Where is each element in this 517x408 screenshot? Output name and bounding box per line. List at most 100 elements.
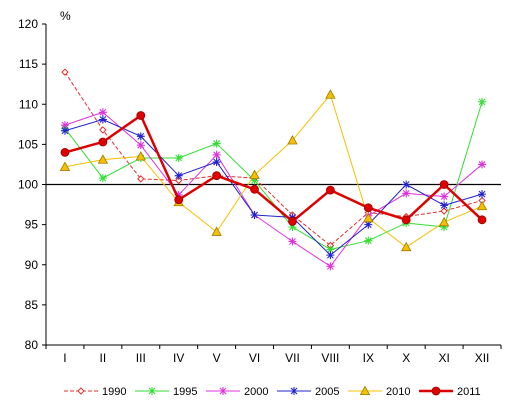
- x-tick-label: VIII: [321, 351, 339, 365]
- series-2000: [60, 108, 487, 271]
- legend: 1990 1995 2000 2005 2010 2011: [64, 385, 481, 398]
- data-point: [401, 241, 412, 252]
- data-point: [98, 137, 108, 147]
- data-point: [148, 387, 156, 395]
- x-tick-label: VI: [249, 351, 260, 365]
- y-tick-label: 120: [18, 17, 38, 31]
- data-point: [326, 245, 335, 254]
- y-tick-label: 110: [19, 97, 38, 111]
- data-point: [175, 176, 183, 185]
- data-point: [212, 150, 221, 159]
- legend-item-2000: 2000: [206, 386, 268, 398]
- x-axis: I II III IV V VI VII VIII IX X XI XII: [45, 344, 502, 365]
- y-tick-label: 85: [25, 298, 39, 312]
- plot-area: [46, 68, 501, 271]
- data-point: [135, 151, 146, 161]
- data-point: [401, 215, 411, 225]
- data-point: [250, 184, 259, 194]
- x-tick-label: VII: [285, 351, 300, 365]
- legend-label: 2010: [386, 386, 410, 398]
- data-point: [60, 121, 69, 130]
- y-tick-label: 80: [25, 338, 39, 352]
- legend-label: 2000: [244, 386, 268, 398]
- data-point: [136, 132, 145, 141]
- data-point: [325, 185, 335, 195]
- data-point: [98, 115, 107, 124]
- data-point: [476, 200, 488, 211]
- data-point: [99, 126, 107, 134]
- y-tick-label: 95: [25, 218, 39, 232]
- data-point: [440, 207, 448, 215]
- data-point: [212, 139, 221, 148]
- series-2010: [59, 89, 488, 252]
- x-tick-label: II: [100, 351, 107, 365]
- x-tick-label: I: [63, 351, 66, 365]
- legend-label: 2005: [315, 386, 339, 398]
- data-point: [478, 160, 487, 169]
- data-point: [431, 386, 441, 396]
- series-line: [64, 71, 483, 246]
- data-point: [174, 195, 184, 205]
- legend-item-2005: 2005: [277, 386, 339, 398]
- legend-label: 2011: [457, 386, 481, 398]
- data-point: [98, 108, 107, 117]
- data-point: [364, 236, 373, 245]
- y-tick-label: 90: [25, 258, 39, 272]
- data-point: [174, 171, 183, 180]
- series-2005: [60, 115, 487, 260]
- data-point: [212, 171, 222, 181]
- data-point: [136, 111, 146, 120]
- data-point: [98, 174, 107, 183]
- series-2011: [60, 111, 487, 226]
- legend-label: 1990: [102, 386, 126, 398]
- data-point: [288, 237, 297, 246]
- series-line: [64, 114, 483, 223]
- data-point: [60, 126, 69, 135]
- data-point: [440, 192, 449, 201]
- legend-item-1990: 1990: [64, 386, 126, 398]
- data-point: [325, 89, 336, 99]
- data-point: [359, 385, 371, 396]
- series-line: [64, 111, 483, 267]
- data-point: [174, 154, 183, 163]
- series-line: [64, 94, 483, 248]
- data-point: [249, 169, 260, 179]
- data-point: [77, 387, 85, 395]
- data-point: [137, 175, 145, 183]
- data-point: [287, 135, 298, 145]
- series-line: [64, 118, 483, 256]
- data-point: [439, 180, 449, 189]
- data-point: [97, 154, 109, 164]
- legend-label: 1995: [173, 386, 197, 398]
- data-point: [364, 220, 373, 229]
- y-tick-label: 100: [18, 178, 38, 192]
- data-point: [402, 189, 411, 198]
- series-1995: [60, 97, 487, 254]
- y-axis-unit-label: %: [60, 9, 71, 23]
- x-tick-label: V: [213, 351, 221, 365]
- data-point: [326, 251, 335, 260]
- data-point: [211, 226, 222, 236]
- legend-item-1995: 1995: [135, 386, 197, 398]
- data-point: [440, 223, 449, 232]
- series-1990: [61, 68, 486, 250]
- data-point: [326, 262, 335, 271]
- data-point: [250, 210, 259, 219]
- x-tick-label: III: [136, 351, 146, 365]
- data-point: [478, 97, 487, 106]
- y-tick-label: 115: [19, 57, 38, 71]
- x-tick-label: X: [402, 351, 410, 365]
- y-tick-label: 105: [18, 137, 38, 151]
- data-point: [288, 217, 297, 226]
- data-point: [219, 387, 227, 395]
- legend-item-2010: 2010: [348, 385, 410, 398]
- data-point: [440, 201, 449, 210]
- data-point: [290, 387, 298, 395]
- data-point: [59, 161, 71, 171]
- data-point: [212, 158, 221, 167]
- legend-item-2011: 2011: [419, 386, 481, 398]
- data-point: [363, 203, 373, 213]
- y-axis: 80 85 90 95 100 105 110 115 120: [18, 17, 47, 352]
- data-point: [438, 216, 450, 227]
